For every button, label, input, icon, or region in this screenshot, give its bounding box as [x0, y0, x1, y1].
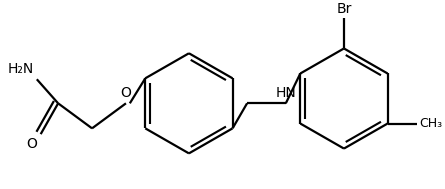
- Text: O: O: [26, 137, 37, 151]
- Text: HN: HN: [275, 86, 296, 100]
- Text: O: O: [121, 86, 131, 100]
- Text: Br: Br: [336, 2, 352, 16]
- Text: CH₃: CH₃: [420, 117, 443, 130]
- Text: H₂N: H₂N: [8, 62, 34, 76]
